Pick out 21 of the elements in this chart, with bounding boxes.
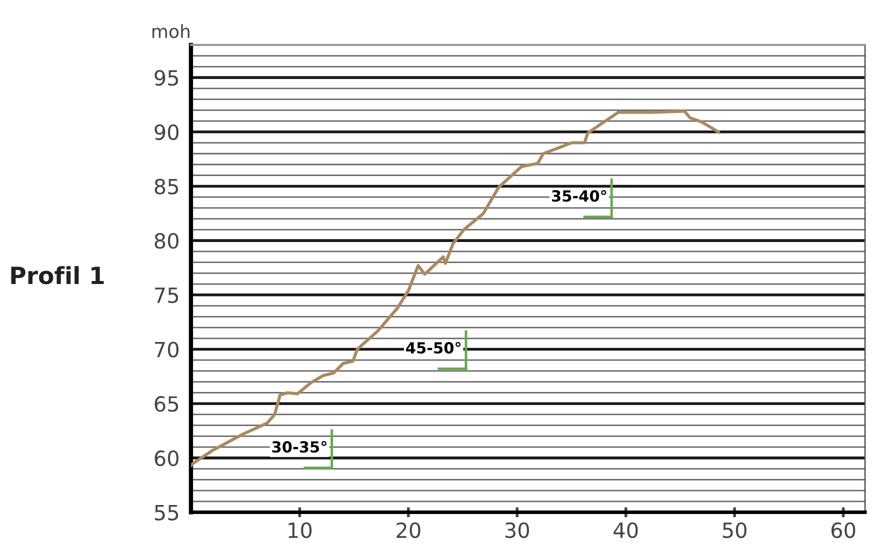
y-tick-label: 85 <box>154 178 178 194</box>
y-tick-label: 60 <box>154 450 178 466</box>
x-tick-label: 30 <box>505 522 529 538</box>
y-tick-label: 55 <box>154 504 178 520</box>
text: Profil 1 <box>11 266 104 284</box>
x-tick-label: 40 <box>614 522 638 538</box>
annotation: 35-40° <box>552 190 606 202</box>
x-tick-label: 20 <box>396 522 420 538</box>
y-tick-label: 70 <box>155 342 178 358</box>
y-axis-title: moh <box>152 24 190 38</box>
annotation: 45-50° <box>406 342 461 354</box>
line-series <box>190 110 720 468</box>
x-tick-label: 10 <box>288 522 312 538</box>
y-tick-label: 65 <box>154 396 178 412</box>
annotation: 30-35° <box>272 441 326 453</box>
y-tick-label: 80 <box>154 233 178 249</box>
x-tick-label: 60 <box>831 522 856 538</box>
y-tick-label: 90 <box>154 124 178 140</box>
y-tick-label: 95 <box>154 70 178 86</box>
y-tick-label: 75 <box>155 288 178 304</box>
x-tick-label: 50 <box>722 522 746 538</box>
